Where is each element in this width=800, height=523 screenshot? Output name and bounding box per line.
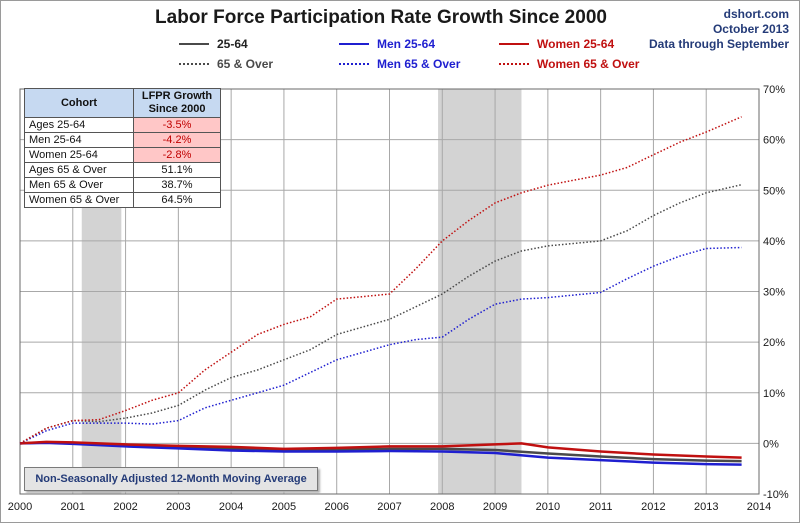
table-header-cohort: Cohort [24, 88, 134, 118]
series-line-men-65-over [19, 246, 742, 445]
legend-swatch [339, 42, 369, 45]
chart-title: Labor Force Participation Rate Growth Si… [155, 7, 607, 28]
cohort-cell: Men 25-64 [24, 132, 134, 148]
legend-item-men-65-over: Men 65 & Over [339, 57, 460, 71]
x-tick-label-5: 2005 [272, 501, 296, 513]
chart-legend: 25-64 Men 25-64 Women 25-64 65 & Over Men 65… [179, 37, 659, 77]
table-row: Men 65 & Over 38.7% [24, 177, 221, 193]
x-tick-label-7: 2007 [377, 501, 401, 513]
x-tick-label-10: 2010 [536, 501, 560, 513]
series-line-women-65-over [19, 116, 742, 445]
footnote-box: Non-Seasonally Adjusted 12-Month Moving … [24, 467, 318, 491]
legend-swatch [339, 62, 369, 65]
legend-swatch [179, 42, 209, 45]
cohort-cell: Ages 25-64 [24, 117, 134, 133]
y-tick-label-0: -10% [763, 489, 789, 501]
x-tick-label-13: 2013 [694, 501, 718, 513]
y-tick-label-5: 40% [763, 236, 785, 248]
source-site: dshort.com [723, 7, 789, 21]
y-tick-label-2: 10% [763, 388, 785, 400]
x-tick-label-9: 2009 [483, 501, 507, 513]
legend-item-women-25-64: Women 25-64 [499, 37, 614, 51]
table-row: Ages 25-64 -3.5% [24, 117, 221, 133]
y-tick-label-3: 20% [763, 337, 785, 349]
x-tick-label-0: 2000 [8, 501, 32, 513]
x-tick-label-2: 2002 [113, 501, 137, 513]
table-row: Women 65 & Over 64.5% [24, 192, 221, 208]
table-row: Ages 65 & Over 51.1% [24, 162, 221, 178]
legend-label: 25-64 [217, 37, 248, 51]
legend-label: Women 25-64 [537, 37, 615, 51]
legend-swatch [499, 42, 529, 45]
growth-cell: -4.2% [133, 132, 221, 148]
y-tick-label-7: 60% [763, 135, 785, 147]
series-line-65-over [19, 183, 742, 445]
y-tick-label-6: 50% [763, 185, 785, 197]
x-tick-label-12: 2012 [641, 501, 665, 513]
x-tick-label-8: 2008 [430, 501, 454, 513]
legend-label: Women 65 & Over [537, 57, 640, 71]
source-note: Data through September [648, 37, 789, 51]
y-tick-label-4: 30% [763, 287, 785, 299]
legend-item-65-over: 65 & Over [179, 57, 273, 71]
table-row: Men 25-64 -4.2% [24, 132, 221, 148]
legend-item-25-64: 25-64 [179, 37, 248, 51]
x-tick-label-6: 2006 [324, 501, 348, 513]
table-header-row: Cohort LFPR Growth Since 2000 [24, 88, 221, 118]
growth-cell: 51.1% [133, 162, 221, 178]
x-tick-label-1: 2001 [61, 501, 85, 513]
x-tick-label-3: 2003 [166, 501, 190, 513]
growth-cell: 38.7% [133, 177, 221, 193]
legend-item-men-25-64: Men 25-64 [339, 37, 435, 51]
legend-swatch [499, 62, 529, 65]
growth-cell: 64.5% [133, 192, 221, 208]
cohort-cell: Ages 65 & Over [24, 162, 134, 178]
cohort-cell: Men 65 & Over [24, 177, 134, 193]
legend-label: Men 65 & Over [377, 57, 461, 71]
series-line-women-25-64 [19, 440, 742, 459]
cohort-cell: Women 25-64 [24, 147, 134, 163]
x-tick-label-4: 2004 [219, 501, 243, 513]
table-row: Women 25-64 -2.8% [24, 147, 221, 163]
legend-label: 65 & Over [217, 57, 274, 71]
y-tick-label-1: 0% [763, 438, 779, 450]
x-tick-label-11: 2011 [589, 501, 613, 513]
series-line-men-25-64 [19, 441, 742, 466]
legend-item-women-65-over: Women 65 & Over [499, 57, 639, 71]
legend-swatch [179, 62, 209, 65]
x-tick-label-14: 2014 [747, 501, 771, 513]
source-date: October 2013 [712, 22, 789, 36]
lfpr-growth-table: Cohort LFPR Growth Since 2000 Ages 25-64… [24, 88, 221, 208]
cohort-cell: Women 65 & Over [24, 192, 134, 208]
growth-cell: -3.5% [133, 117, 221, 133]
table-body: Ages 25-64 -3.5% Men 25-64 -4.2% Women 25-64… [24, 117, 221, 208]
y-tick-label-8: 70% [763, 84, 785, 96]
legend-label: Men 25-64 [377, 37, 436, 51]
plot-border [19, 88, 760, 495]
growth-cell: -2.8% [133, 147, 221, 163]
table-header-growth: LFPR Growth Since 2000 [133, 88, 221, 118]
